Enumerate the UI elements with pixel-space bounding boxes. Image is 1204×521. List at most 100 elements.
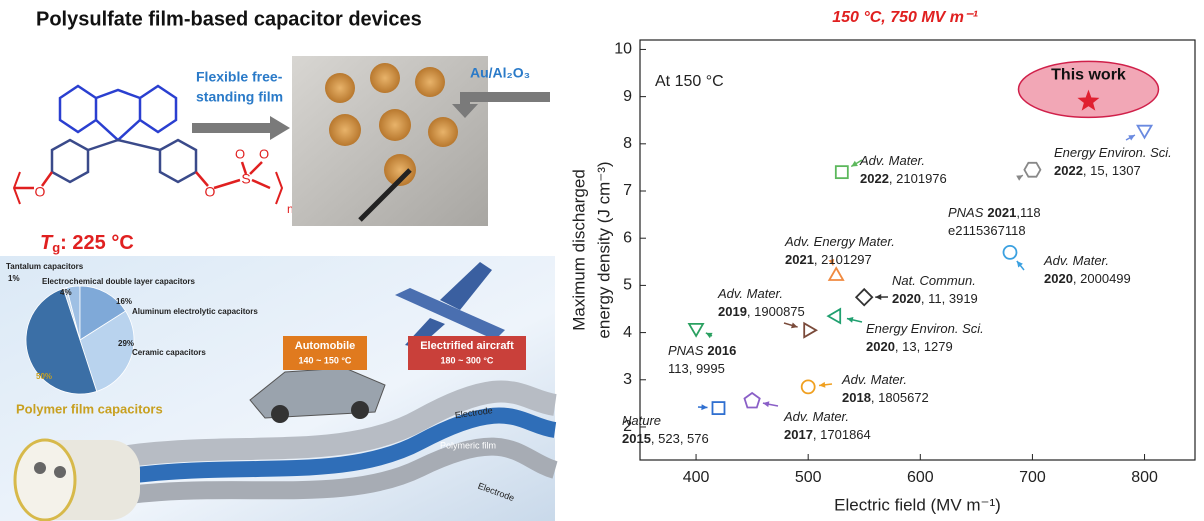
point-label: Energy Environ. Sci. [1054,145,1172,160]
point-label: Nature [622,413,661,428]
label-ref: , 11, 3919 [921,291,978,306]
label-ref: , 2000499 [1073,271,1131,286]
x-tick-label: 600 [907,469,934,486]
figure: Polysulfate film-based capacitor devices… [0,0,1204,521]
label-journal: Energy Environ. Sci. [1054,145,1172,160]
chart-title: 150 °C, 750 MV m⁻¹ [832,9,978,26]
label-journal: Adv. Energy Mater. [784,234,895,249]
x-tick-label: 700 [1019,469,1046,486]
label-journal: Adv. Mater. [783,409,849,424]
chart-annotation: At 150 °C [655,73,724,90]
label-journal: Adv. Mater. [1043,253,1109,268]
label-ref: , 1701864 [813,427,871,442]
point [712,402,724,414]
point [1004,246,1017,259]
point-label: 2015, 523, 576 [622,431,709,446]
label-year: 2018 [842,390,871,405]
label-ref: , 2101976 [889,171,947,186]
label-journal: Adv. Mater. [717,286,783,301]
highlight-label: This work [1051,67,1126,84]
label-note: e2115367118 [948,223,1026,238]
label-arrowhead [1016,175,1023,181]
electrode-arrow [452,92,550,118]
label-year: 2022 [860,171,889,186]
y-tick-label: 8 [623,135,632,152]
label-year: 2021 [785,252,814,267]
point-label: 2020, 2000499 [1044,271,1131,286]
layer-label: Polymeric film [440,440,496,450]
label-journal: Nature [622,413,661,428]
y-tick-label: 3 [623,371,632,388]
tg-label: Tg: 225 °C [40,232,134,255]
point-label: Adv. Mater. [783,409,849,424]
capacitor-roll [15,440,140,520]
atom: S [241,171,250,187]
pie-category: Ceramic capacitors [132,348,206,357]
automobile-temp: 140 ~ 150 °C [299,355,352,365]
point-label: 2022, 15, 1307 [1054,163,1141,178]
label-ref: , 1900875 [747,304,805,319]
point-label: 2021, 2101297 [785,252,872,267]
label-ref: , 13, 1279 [895,339,953,354]
label-arrowhead [875,294,881,300]
atom: O [235,146,245,161]
process-arrow [192,116,290,140]
label-year: 2022 [1054,163,1083,178]
point-label: 2020, 11, 3919 [892,291,978,306]
pie-value-label: 16% [116,297,132,306]
point-label: 2019, 1900875 [718,304,805,319]
aircraft-temp: 180 ~ 300 °C [441,355,494,365]
y-tick-label: 7 [623,182,632,199]
pie-value-label: 50% [36,372,52,381]
aircraft-label: Electrified aircraft [420,340,514,352]
point [689,324,703,336]
point-label: 113, 9995 [668,361,725,376]
film-label: Flexible free- [196,69,283,85]
label-ref: , 523, 576 [651,431,709,446]
point-label: e2115367118 [948,223,1026,238]
point [856,289,872,305]
pie-category: Electrochemical double layer capacitors [42,277,196,286]
label-ref: ,118 [1016,205,1040,220]
point-label: 2018, 1805672 [842,390,929,405]
pie-value-label: 29% [118,339,134,348]
label-journal: PNAS [948,205,984,220]
label-year: 2020 [892,291,921,306]
label-year: 2015 [622,431,651,446]
point [828,309,840,323]
point-label: Adv. Mater. [841,372,907,387]
x-tick-label: 800 [1131,469,1158,486]
label-journal: Adv. Mater. [841,372,907,387]
point [745,393,760,408]
label-year: 2016 [707,343,736,358]
pie-value-label: 1% [8,274,20,283]
point [836,166,848,178]
x-tick-label: 400 [683,469,710,486]
pie-category: Tantalum capacitors [6,262,84,271]
y-axis-label: energy density (J cm⁻³) [594,161,613,338]
point-label: 2020, 13, 1279 [866,339,953,354]
label-ref: , 15, 1307 [1083,163,1141,178]
y-axis-label: Maximum discharged [569,169,588,331]
label-year: 2020 [866,339,895,354]
label-arrowhead [847,317,854,323]
atom: O [205,184,216,200]
figure-title: Polysulfate film-based capacitor devices [36,8,422,30]
point-label: Adv. Mater. [1043,253,1109,268]
electrode-label: Au/Al₂O₃ [470,65,530,81]
point [829,268,843,280]
film-label: standing film [196,89,283,105]
y-tick-label: 4 [623,324,632,341]
x-axis-label: Electric field (MV m⁻¹) [834,495,1001,514]
label-year: 2017 [784,427,813,442]
label-arrowhead [763,401,769,407]
y-tick-label: 5 [623,277,632,294]
label-journal: Nat. Commun. [892,273,976,288]
point [804,323,816,337]
point-label: Energy Environ. Sci. [866,321,984,336]
point [1138,126,1152,138]
point-label: Adv. Mater. [717,286,783,301]
pie-value-label: 4% [60,288,72,297]
